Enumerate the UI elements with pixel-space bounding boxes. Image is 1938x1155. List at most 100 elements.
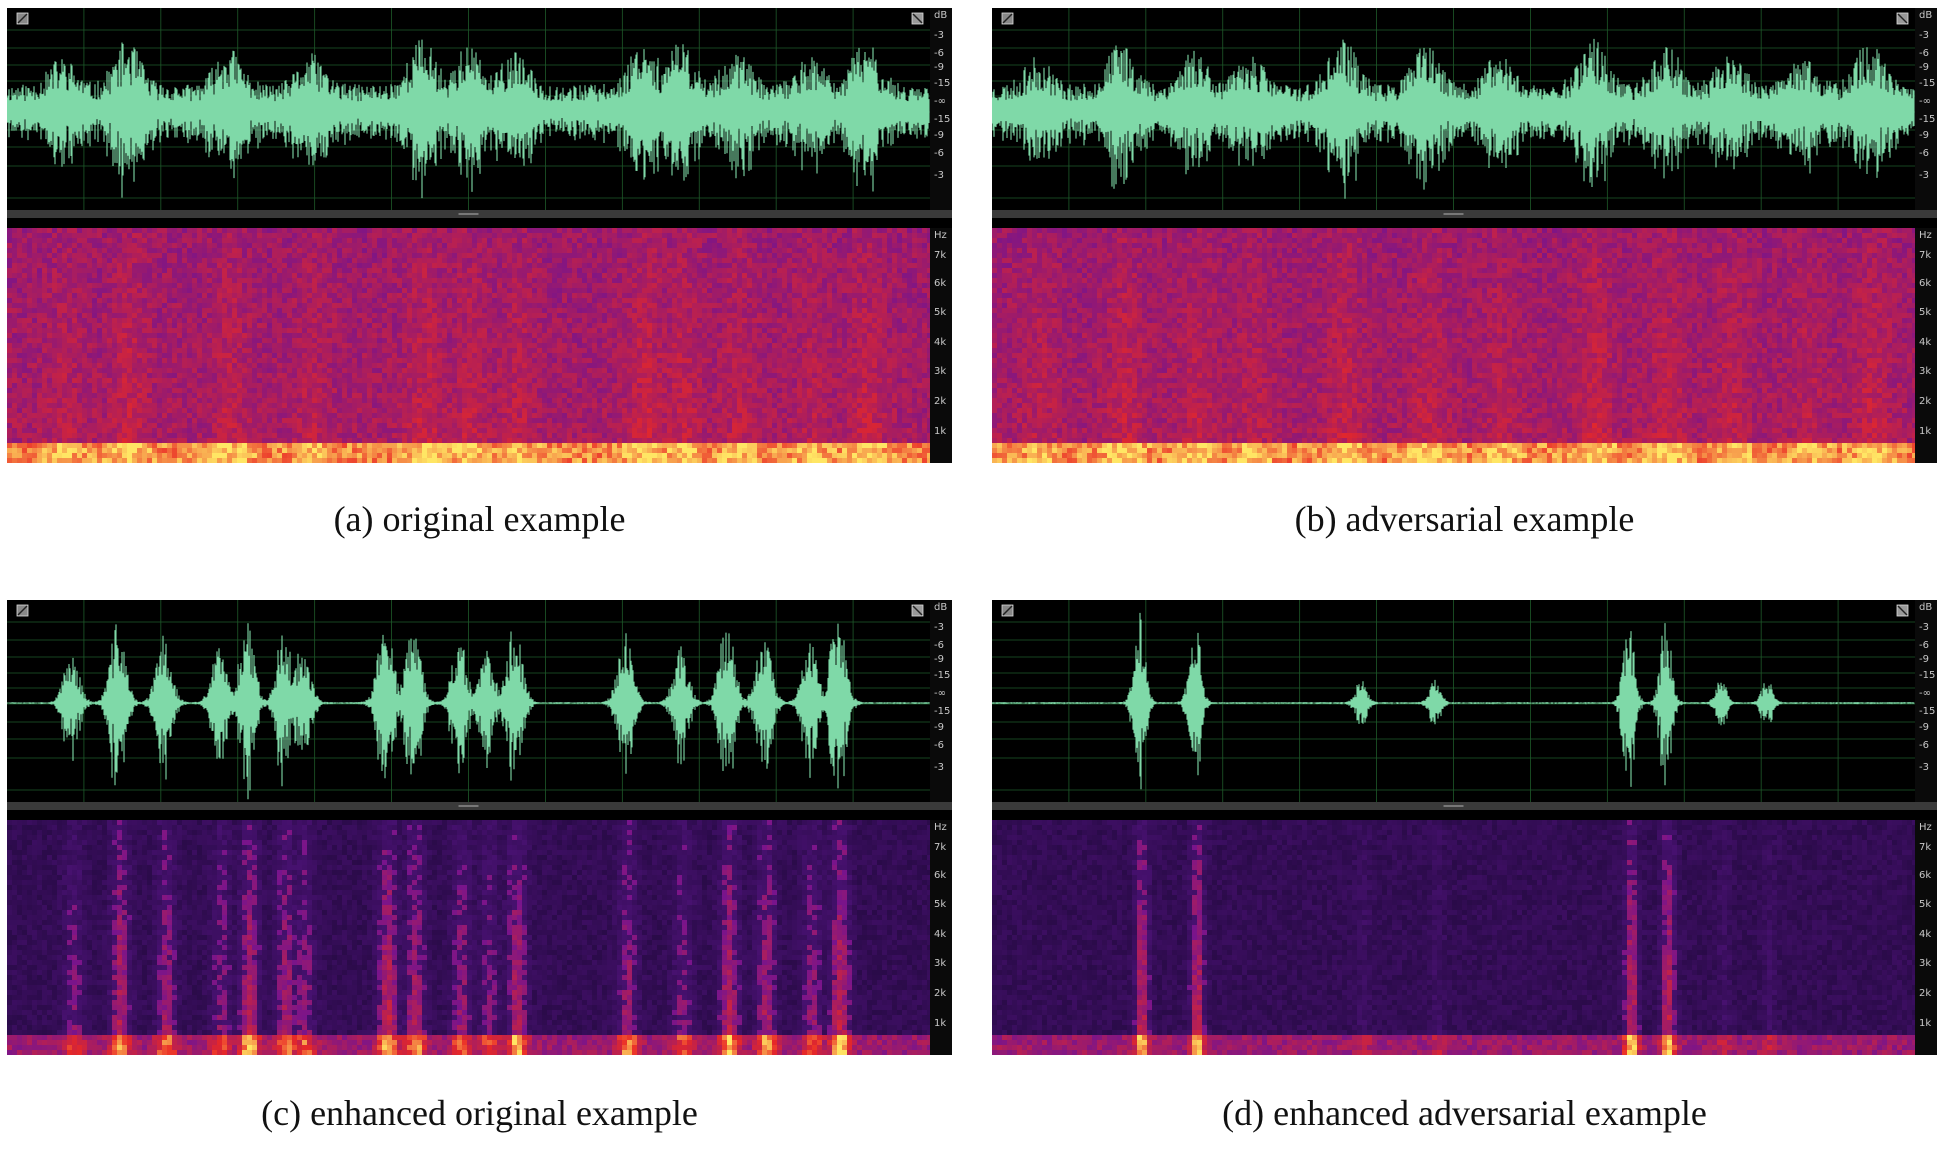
db-tick-label: -6 — [934, 740, 944, 751]
db-tick-label: -3 — [1919, 30, 1929, 41]
hz-tick-label: 6k — [934, 870, 946, 881]
hz-tick-label: 7k — [934, 250, 946, 261]
hz-tick-label: 5k — [1919, 307, 1931, 318]
db-tick-label: -6 — [1919, 640, 1929, 651]
hz-tick-label: 3k — [1919, 958, 1931, 969]
waveform-view: dB -3 -6 -9 -15 -∞ -15 -9 -6 -3 — [992, 8, 1937, 218]
db-tick-label: -∞ — [934, 688, 946, 699]
caption-b: (b) adversarial example — [992, 498, 1937, 540]
spectrogram-cells — [992, 820, 1917, 1055]
hz-tick-label: 6k — [1919, 278, 1931, 289]
db-unit-label: dB — [1919, 10, 1932, 21]
db-tick-label: -15 — [934, 114, 950, 125]
spectrogram-cells — [992, 228, 1917, 463]
db-tick-label: -9 — [934, 722, 944, 733]
waveform-view: dB -3 -6 -9 -15 -∞ -15 -9 -6 -3 — [7, 600, 952, 810]
db-tick-label: -9 — [934, 130, 944, 141]
db-tick-label: -15 — [934, 706, 950, 717]
db-ruler — [930, 600, 952, 810]
hz-tick-label: 3k — [934, 366, 946, 377]
hz-tick-label: 1k — [1919, 1018, 1931, 1029]
hz-tick-label: 4k — [1919, 929, 1931, 940]
db-unit-label: dB — [934, 10, 947, 21]
waveform-trace — [992, 612, 1915, 790]
db-ruler — [1915, 600, 1937, 810]
hz-tick-label: 7k — [1919, 842, 1931, 853]
view-splitter-handle[interactable] — [7, 210, 952, 218]
hz-ruler — [1915, 228, 1937, 463]
db-tick-label: -15 — [1919, 78, 1935, 89]
view-splitter-handle[interactable] — [7, 802, 952, 810]
hz-tick-label: 5k — [1919, 899, 1931, 910]
db-tick-label: -9 — [934, 654, 944, 665]
db-tick-label: -15 — [934, 78, 950, 89]
db-tick-label: -6 — [934, 640, 944, 651]
db-tick-label: -6 — [1919, 740, 1929, 751]
caption-d: (d) enhanced adversarial example — [992, 1092, 1937, 1134]
hz-tick-label: 1k — [1919, 426, 1931, 437]
view-splitter-handle[interactable] — [992, 802, 1937, 810]
waveform-view: dB -3 -6 -9 -15 -∞ -15 -9 -6 -3 — [7, 8, 952, 218]
spectrogram-cells — [7, 228, 932, 463]
db-tick-label: -9 — [1919, 62, 1929, 73]
hz-tick-label: 5k — [934, 307, 946, 318]
db-tick-label: -3 — [934, 762, 944, 773]
db-tick-label: -3 — [934, 622, 944, 633]
hz-tick-label: 4k — [934, 929, 946, 940]
spectrogram-view: Hz 7k 6k 5k 4k 3k 2k 1k — [992, 820, 1937, 1055]
db-ruler — [1915, 8, 1937, 218]
db-tick-label: -6 — [934, 48, 944, 59]
db-tick-label: -∞ — [934, 96, 946, 107]
hz-tick-label: 7k — [934, 842, 946, 853]
hz-tick-label: 2k — [1919, 988, 1931, 999]
db-tick-label: -3 — [1919, 762, 1929, 773]
hz-tick-label: 2k — [934, 988, 946, 999]
hz-unit-label: Hz — [934, 822, 947, 833]
spectrogram-view: Hz 7k 6k 5k 4k 3k 2k 1k — [7, 228, 952, 463]
hz-tick-label: 3k — [1919, 366, 1931, 377]
hz-tick-label: 1k — [934, 1018, 946, 1029]
hz-ruler — [930, 820, 952, 1055]
waveform-trace — [7, 623, 930, 800]
db-tick-label: -9 — [1919, 130, 1929, 141]
panel-d: dB -3 -6 -9 -15 -∞ -15 -9 -6 -3 Hz 7k 6k 5k 4k 3k 2k 1k — [992, 600, 1937, 1055]
hz-ruler — [930, 228, 952, 463]
db-tick-label: -∞ — [1919, 96, 1931, 107]
panel-b: dB -3 -6 -9 -15 -∞ -15 -9 -6 -3 Hz 7k 6k 5k 4k 3k 2k 1k — [992, 8, 1937, 463]
db-tick-label: -6 — [934, 148, 944, 159]
db-tick-label: -∞ — [1919, 688, 1931, 699]
spectrogram-view: Hz 7k 6k 5k 4k 3k 2k 1k — [992, 228, 1937, 463]
hz-tick-label: 3k — [934, 958, 946, 969]
waveform-view: dB -3 -6 -9 -15 -∞ -15 -9 -6 -3 — [992, 600, 1937, 810]
db-ruler — [930, 8, 952, 218]
caption-c: (c) enhanced original example — [7, 1092, 952, 1134]
hz-tick-label: 2k — [1919, 396, 1931, 407]
db-tick-label: -9 — [1919, 722, 1929, 733]
hz-tick-label: 7k — [1919, 250, 1931, 261]
hz-unit-label: Hz — [1919, 230, 1932, 241]
panel-a: dB -3 -6 -9 -15 -∞ -15 -9 -6 -3 Hz 7k 6k 5k 4k 3k 2k 1k — [7, 8, 952, 463]
view-splitter-handle[interactable] — [992, 210, 1937, 218]
spectrogram-cells — [7, 820, 932, 1055]
hz-tick-label: 4k — [1919, 337, 1931, 348]
db-tick-label: -6 — [1919, 148, 1929, 159]
caption-a: (a) original example — [7, 498, 952, 540]
hz-tick-label: 2k — [934, 396, 946, 407]
db-tick-label: -15 — [1919, 670, 1935, 681]
waveform-trace — [7, 39, 930, 199]
db-tick-label: -15 — [1919, 114, 1935, 125]
hz-tick-label: 6k — [934, 278, 946, 289]
db-tick-label: -9 — [1919, 654, 1929, 665]
waveform-trace — [992, 38, 1915, 199]
db-tick-label: -3 — [1919, 622, 1929, 633]
db-tick-label: -15 — [934, 670, 950, 681]
db-unit-label: dB — [1919, 602, 1932, 613]
db-unit-label: dB — [934, 602, 947, 613]
hz-tick-label: 5k — [934, 899, 946, 910]
hz-unit-label: Hz — [1919, 822, 1932, 833]
db-tick-label: -6 — [1919, 48, 1929, 59]
db-tick-label: -3 — [934, 170, 944, 181]
hz-unit-label: Hz — [934, 230, 947, 241]
panel-c: dB -3 -6 -9 -15 -∞ -15 -9 -6 -3 Hz 7k 6k 5k 4k 3k 2k 1k — [7, 600, 952, 1055]
db-tick-label: -9 — [934, 62, 944, 73]
